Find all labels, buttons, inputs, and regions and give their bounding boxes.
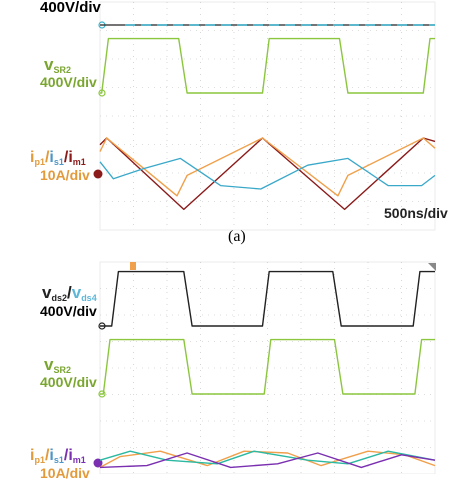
grid-panel-b [99, 261, 436, 474]
is1-b-symbol: is1 [49, 447, 64, 465]
trace-a-ip1 [99, 137, 436, 197]
vds2-symbol: vds2 [42, 283, 67, 303]
marker-b-corner [428, 263, 436, 271]
label-sep-1: / [44, 149, 50, 166]
marker-b-trigger [130, 262, 136, 270]
vds-scale-text: 400V/div [40, 303, 97, 319]
trace-b-vsr2 [100, 338, 435, 395]
panel-a-timebase: 500ns/div [384, 206, 448, 220]
trace-a-vsr2 [100, 37, 435, 94]
channel-markers [93, 21, 436, 468]
trace-b-im1_b [99, 452, 436, 469]
label-sep-2: / [63, 149, 69, 166]
panel-a-caption: (a) [228, 228, 246, 246]
current-b-scale-text: 10A/div [40, 465, 90, 481]
vsr-symbol: v [44, 55, 54, 74]
vds4-symbol: vds4 [71, 283, 97, 303]
traces [99, 24, 436, 469]
trace-b-is1_b [99, 450, 436, 465]
panel-b-current-label: ip1/is1/im1 [30, 448, 86, 465]
panel-b-current-scale: 10A/div [40, 466, 90, 480]
panel-b-vsr-label: vSR2 [44, 356, 71, 375]
im1-b-symbol: im1 [68, 447, 86, 465]
label-b-sep-1: / [44, 447, 50, 464]
is1-symbol: is1 [49, 149, 64, 167]
timebase-text: 500ns/div [384, 205, 448, 221]
trace-b-vds2 [100, 270, 435, 327]
marker-b-ch2 [98, 390, 106, 398]
panel-a-vsr-scale: 400V/div [40, 75, 97, 89]
vsr-scale-text: 400V/div [40, 74, 97, 90]
current-scale-text: 10A/div [40, 167, 90, 183]
panel-a-top-scale-text: 400V/div [40, 0, 101, 16]
trace-a-is1 [99, 157, 436, 190]
ip1-b-symbol: ip1 [30, 447, 45, 465]
panel-b-vsr-scale: 400V/div [40, 375, 97, 389]
vsr-subscript: SR2 [53, 65, 71, 75]
vsr-b-symbol: v [44, 355, 54, 374]
caption-text: (a) [228, 228, 246, 245]
panel-b-vds-scale: 400V/div [40, 304, 97, 318]
panel-a-current-scale: 10A/div [40, 168, 90, 182]
im1-symbol: im1 [68, 149, 86, 167]
vsr-b-scale-text: 400V/div [40, 374, 97, 390]
label-b-sep-2: / [63, 447, 69, 464]
grid-panel-a [99, 1, 436, 231]
vds-sep: / [66, 283, 72, 302]
panel-a-vsr-label: vSR2 [44, 56, 71, 75]
panel-a-current-label: ip1/is1/im1 [30, 150, 86, 167]
marker-a-current [93, 169, 103, 179]
panel-b-vds-label: vds2/vds4 [42, 284, 97, 303]
panel-a-top-scale: 400V/div [40, 0, 101, 15]
vsr-b-subscript: SR2 [53, 365, 71, 375]
ip1-symbol: ip1 [30, 149, 45, 167]
